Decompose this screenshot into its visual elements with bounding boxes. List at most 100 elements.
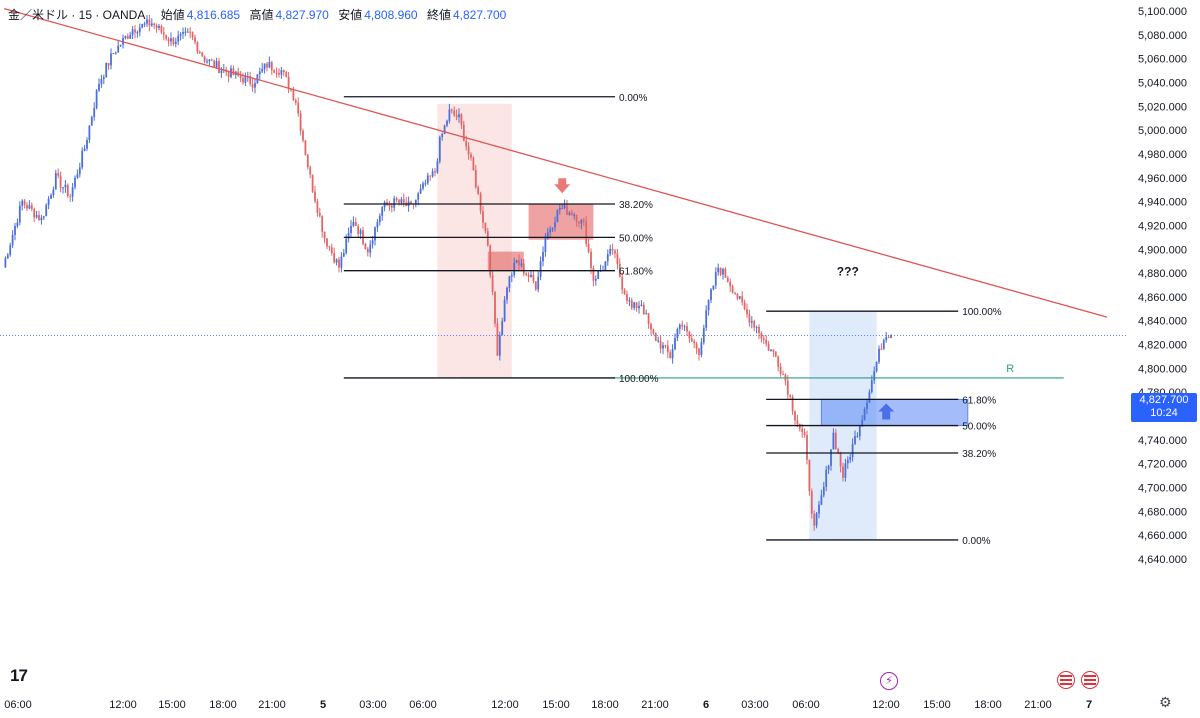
candle-body: [878, 348, 880, 363]
candle-body: [803, 432, 806, 435]
candle-body: [59, 175, 62, 188]
candle-body: [618, 263, 621, 278]
candle-body: [494, 291, 496, 324]
y-tick-label: 4,880.000: [1138, 268, 1187, 280]
us-flag-icon[interactable]: [1057, 671, 1075, 689]
y-tick-label: 5,060.000: [1138, 54, 1187, 66]
candle-body: [750, 321, 753, 323]
candle-body: [659, 340, 662, 349]
candle-body: [482, 211, 484, 223]
candle-body: [244, 76, 247, 83]
candle-body: [815, 513, 818, 526]
candle-body: [210, 59, 213, 61]
candle-body: [138, 27, 141, 33]
candle-body: [477, 187, 480, 194]
candle-body: [172, 38, 175, 44]
candle-body: [518, 260, 520, 266]
us-flag-icon[interactable]: [1081, 671, 1099, 689]
candle-body: [609, 248, 612, 255]
candle-body: [724, 268, 727, 278]
candle-body: [6, 254, 9, 259]
candle-body: [597, 270, 600, 279]
x-tick-label: 15:00: [923, 699, 951, 711]
candle-body: [162, 32, 165, 35]
candle-body: [338, 259, 340, 268]
candle-body: [28, 205, 31, 209]
candle-body: [436, 161, 439, 173]
candle-body: [335, 259, 338, 263]
candle-body: [801, 428, 804, 433]
candle-body: [738, 296, 741, 299]
y-tick-label: 4,920.000: [1138, 220, 1187, 232]
candle-body: [71, 187, 74, 197]
candle-body: [321, 216, 324, 232]
lightning-event-icon[interactable]: ⚡: [880, 672, 898, 690]
candle-body: [707, 300, 710, 311]
candle-body: [789, 394, 792, 397]
candle-body: [153, 23, 156, 26]
gear-icon[interactable]: ⚙: [1159, 694, 1172, 710]
candle-body: [30, 205, 33, 209]
candle-body: [354, 221, 357, 226]
candle-body: [38, 215, 40, 221]
candle-body: [129, 34, 132, 39]
candle-body: [141, 23, 144, 28]
candle-body: [191, 32, 194, 38]
y-tick-label: 4,940.000: [1138, 197, 1187, 209]
candle-body: [875, 362, 878, 372]
candle-body: [503, 299, 506, 322]
candle-body: [498, 335, 501, 356]
candle-body: [753, 321, 756, 328]
candle-body: [774, 351, 777, 357]
candle-body: [393, 198, 396, 208]
candle-body: [57, 173, 60, 176]
candle-body: [340, 256, 343, 268]
candle-body: [594, 278, 597, 281]
candle-body: [369, 244, 372, 253]
candle-body: [628, 300, 631, 302]
time-axis[interactable]: 06:00 12:00 15:00 18:00 21:00 5 03:00 06:00 12:0…: [4, 699, 1092, 711]
candle-body: [117, 45, 120, 53]
symbol-title[interactable]: 金／米ドル · 15 · OANDA: [8, 8, 146, 22]
candle-body: [263, 63, 266, 69]
candle-body: [314, 191, 316, 202]
candle-body: [746, 309, 748, 315]
candle-body: [666, 345, 669, 353]
candle-body: [76, 174, 79, 178]
candle-body: [268, 62, 271, 68]
x-tick-label: 03:00: [741, 699, 769, 711]
candle-body: [107, 63, 110, 66]
candle-body: [455, 115, 458, 118]
candle-body: [74, 177, 76, 188]
candle-body: [69, 196, 72, 198]
tradingview-logo-icon[interactable]: 17: [10, 666, 28, 685]
y-tick-label: 4,700.000: [1138, 483, 1187, 495]
candle-body: [198, 51, 201, 53]
candle-body: [256, 74, 259, 84]
candle-body: [496, 323, 499, 356]
close-label: 終値: [426, 8, 451, 22]
candle-body: [830, 449, 832, 466]
price-axis[interactable]: 5,100.000 5,080.000 5,060.000 5,040.000 5,02…: [1126, 0, 1200, 690]
y-tick-label: 4,740.000: [1138, 435, 1187, 447]
x-tick-label: 5: [320, 699, 326, 711]
candle-body: [400, 199, 403, 203]
candle-body: [681, 324, 684, 327]
candle-body: [458, 114, 460, 118]
candle-body: [376, 222, 379, 228]
candle-body: [422, 183, 424, 189]
candle-body: [683, 326, 686, 328]
candle-body: [642, 304, 645, 314]
candle-body: [366, 248, 369, 253]
candle-body: [4, 258, 7, 268]
candle-body: [470, 154, 472, 158]
zones-layer: [437, 103, 969, 540]
candle-body: [472, 157, 475, 171]
candle-body: [652, 329, 655, 334]
candle-body: [98, 84, 100, 91]
candle-body: [62, 187, 64, 189]
candle-body: [309, 167, 312, 175]
candle-body: [861, 420, 864, 427]
candle-body: [196, 42, 199, 52]
